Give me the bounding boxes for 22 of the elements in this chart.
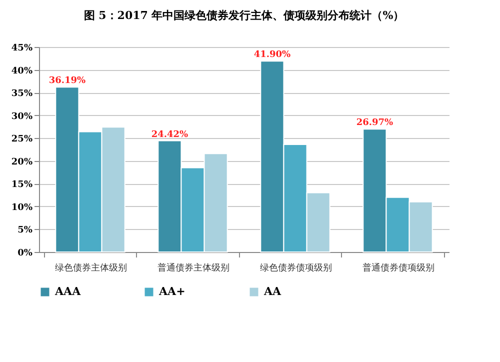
y-tick-label: 0% — [18, 248, 33, 258]
chart-title: 图 5：2017 年中国绿色债券发行主体、债项级别分布统计（%） — [84, 9, 404, 22]
y-tick-label: 35% — [11, 89, 33, 100]
y-tick-label: 10% — [11, 202, 33, 213]
data-label: 24.42% — [151, 130, 188, 140]
y-tick-label: 30% — [11, 112, 33, 122]
y-tick-label: 5% — [18, 226, 33, 236]
y-tick-label: 15% — [11, 180, 33, 190]
y-tick-label: 45% — [11, 44, 33, 54]
legend-label: AA — [263, 285, 282, 298]
y-tick-label: 40% — [11, 66, 33, 76]
data-label: 36.19% — [48, 76, 86, 86]
data-label: 41.90% — [254, 50, 291, 60]
x-tick-label: 普通债券债项级别 — [362, 262, 434, 274]
y-tick-label: 20% — [11, 157, 33, 168]
x-tick-label: 绿色债券主体级别 — [54, 262, 127, 274]
legend-label: AAA — [54, 285, 82, 298]
legend-label: AA+ — [158, 285, 186, 298]
y-tick-label: 25% — [11, 134, 33, 145]
x-tick-label: 绿色债券债项级别 — [260, 262, 332, 274]
x-tick-label: 普通债券主体级别 — [157, 262, 230, 274]
data-label: 26.97% — [356, 118, 394, 128]
